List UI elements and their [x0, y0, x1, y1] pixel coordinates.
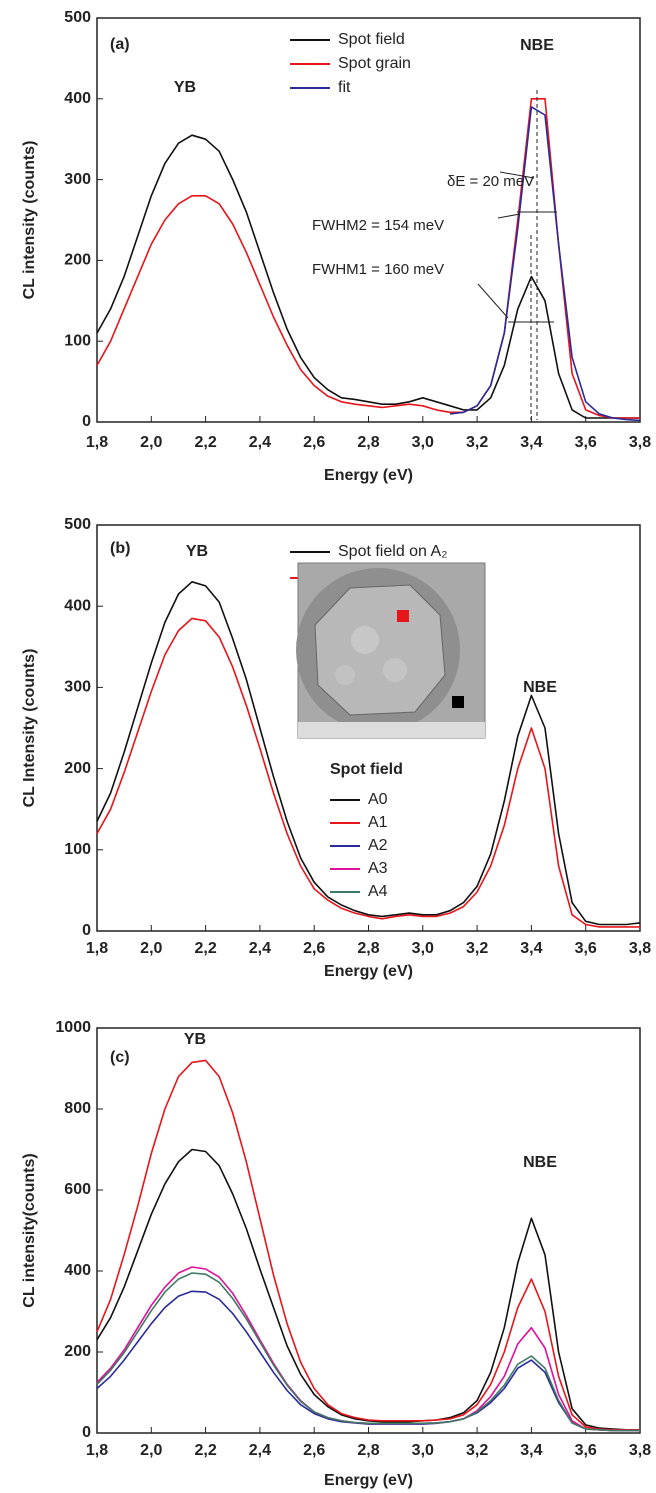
annotation: NBE	[523, 1154, 557, 1171]
x-axis-title: Energy (eV)	[324, 1472, 413, 1489]
y-tick-label: 500	[64, 516, 91, 533]
x-tick-label: 1,8	[86, 434, 108, 451]
y-tick-label: 500	[64, 9, 91, 26]
x-axis-title: Energy (eV)	[324, 963, 413, 980]
x-tick-label: 2,0	[140, 940, 162, 957]
data-line	[96, 1272, 640, 1432]
y-tick-label: 100	[64, 841, 91, 858]
annotation: NBE	[520, 37, 554, 54]
x-tick-label: 3,6	[575, 1442, 597, 1459]
x-tick-label: 3,0	[412, 940, 434, 957]
x-tick-label: 3,0	[412, 434, 434, 451]
legend-label: A2	[368, 837, 388, 854]
annotation: YB	[184, 1031, 206, 1048]
data-line	[96, 581, 641, 926]
data-line	[96, 1059, 640, 1431]
x-tick-label: 3,6	[575, 940, 597, 957]
legend-label: A4	[368, 883, 388, 900]
x-tick-label: 2,6	[303, 940, 325, 957]
y-axis-title: CL intensity (counts)	[21, 141, 38, 300]
x-tick-label: 2,6	[303, 434, 325, 451]
y-tick-label: 400	[64, 90, 91, 107]
chart-panel: 1,8 2,0 2,2 2,4 2,6 2,8 3,0 3,2 3,4 3,6 3,8 0 100 200…	[21, 516, 651, 980]
annotation: FWHM1 = 160 meV	[312, 261, 444, 278]
x-tick-label: 3,4	[520, 1442, 542, 1459]
y-tick-label: 0	[82, 922, 91, 939]
legend-label: A1	[368, 814, 388, 831]
data-line	[96, 1148, 640, 1431]
y-axis-title: CL intensity(counts)	[21, 1153, 38, 1307]
annotation: YB	[174, 79, 196, 96]
x-tick-label: 2,4	[249, 1442, 271, 1459]
x-tick-label: 3,2	[466, 940, 488, 957]
x-tick-label: 2,8	[357, 1442, 379, 1459]
x-tick-label: 2,0	[140, 434, 162, 451]
chart-panel: 1,8 2,0 2,2 2,4 2,6 2,8 3,0 3,2 3,4 3,6 3,8 0 200 400…	[21, 761, 651, 1489]
y-tick-label: 100	[64, 332, 91, 349]
x-tick-label: 3,0	[412, 1442, 434, 1459]
data-line	[96, 134, 640, 419]
annotation-arrows	[477, 90, 557, 420]
x-tick-label: 3,8	[629, 434, 651, 451]
y-tick-label: 400	[64, 1262, 91, 1279]
x-tick-label: 2,2	[194, 434, 216, 451]
x-tick-label: 2,6	[303, 1442, 325, 1459]
x-tick-label: 1,8	[86, 1442, 108, 1459]
x-axis-title: Energy (eV)	[324, 467, 413, 484]
x-tick-label: 2,2	[194, 1442, 216, 1459]
x-tick-label: 2,0	[140, 1442, 162, 1459]
legend-label: Spot grain	[338, 55, 411, 72]
y-tick-label: 200	[64, 760, 91, 777]
x-tick-label: 3,4	[520, 434, 542, 451]
data-line	[96, 617, 640, 928]
annotation: FWHM2 = 154 meV	[312, 217, 444, 234]
y-tick-label: 0	[82, 413, 91, 430]
x-tick-label: 3,6	[575, 434, 597, 451]
annotation: NBE	[523, 679, 557, 696]
y-tick-label: 200	[64, 1343, 91, 1360]
annotation: (c)	[110, 1049, 130, 1066]
x-tick-label: 1,8	[86, 940, 108, 957]
x-tick-label: 2,4	[249, 434, 271, 451]
y-axis-title: CL Intensity (counts)	[21, 649, 38, 808]
annotation: YB	[186, 543, 208, 560]
x-tick-label: 2,2	[194, 940, 216, 957]
chart-panel: 1,8 2,0 2,2 2,4 2,6 2,8 3,0 3,2 3,4 3,6 3,8 0 100 200…	[21, 9, 651, 484]
y-tick-label: 0	[82, 1424, 91, 1441]
x-tick-label: 3,2	[466, 434, 488, 451]
data-line	[449, 106, 641, 422]
legend-label: Spot field	[338, 31, 405, 48]
annotation: δE = 20 meV	[447, 173, 534, 190]
legend-label: Spot field on A₂	[338, 543, 447, 560]
x-tick-label: 2,4	[249, 940, 271, 957]
y-tick-label: 300	[64, 679, 91, 696]
legend-label: A0	[368, 791, 388, 808]
annotation: (b)	[110, 540, 130, 557]
y-tick-label: 800	[64, 1100, 91, 1117]
y-tick-label: 400	[64, 597, 91, 614]
inset-image	[296, 562, 486, 739]
data-line	[96, 98, 640, 419]
legend-label: A3	[368, 860, 388, 877]
y-tick-label: 600	[64, 1181, 91, 1198]
x-tick-label: 3,4	[520, 940, 542, 957]
x-tick-label: 3,8	[629, 1442, 651, 1459]
y-tick-label: 200	[64, 252, 91, 269]
legend-label: fit	[338, 79, 351, 96]
annotation: (a)	[110, 36, 130, 53]
x-tick-label: 3,2	[466, 1442, 488, 1459]
data-line	[96, 1290, 640, 1432]
y-tick-label: 300	[64, 171, 91, 188]
x-tick-label: 3,8	[629, 940, 651, 957]
x-tick-label: 2,8	[357, 434, 379, 451]
legend-title: Spot field	[330, 761, 403, 778]
y-tick-label: 1000	[55, 1019, 91, 1036]
x-tick-label: 2,8	[357, 940, 379, 957]
